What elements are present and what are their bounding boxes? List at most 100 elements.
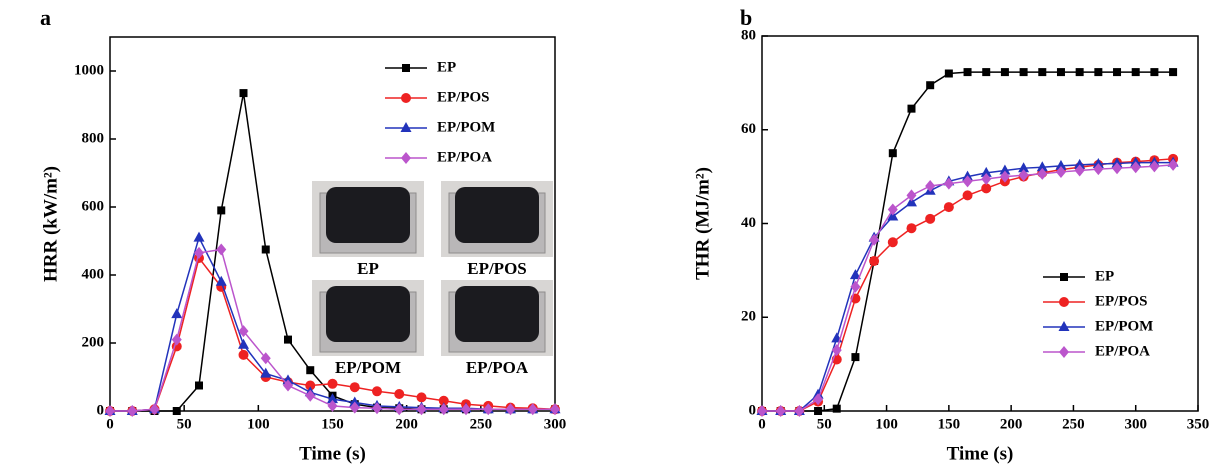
marker bbox=[963, 68, 972, 77]
marker bbox=[999, 164, 1011, 175]
marker bbox=[438, 403, 449, 416]
marker bbox=[372, 386, 382, 397]
x-axis-title: Time (s) bbox=[299, 443, 366, 464]
marker bbox=[1150, 68, 1159, 77]
marker bbox=[327, 399, 338, 412]
inset-label: EP/POS bbox=[467, 259, 527, 278]
marker bbox=[217, 206, 226, 215]
marker bbox=[261, 245, 270, 254]
marker bbox=[980, 166, 992, 177]
marker bbox=[944, 69, 953, 78]
marker bbox=[349, 382, 360, 393]
legend-label: EP bbox=[437, 59, 456, 75]
marker bbox=[305, 380, 316, 391]
x-tick-label: 50 bbox=[177, 416, 192, 432]
marker bbox=[1094, 68, 1103, 77]
marker bbox=[193, 231, 205, 242]
legend-label: EP/POS bbox=[1095, 293, 1148, 309]
marker bbox=[349, 401, 360, 414]
marker bbox=[906, 189, 917, 202]
marker bbox=[1149, 160, 1160, 173]
marker bbox=[1059, 297, 1069, 307]
x-tick-label: 200 bbox=[1000, 416, 1023, 432]
panel-label: b bbox=[740, 5, 752, 30]
marker bbox=[851, 353, 860, 362]
inset-label: EP/POM bbox=[335, 358, 401, 377]
marker bbox=[1169, 68, 1178, 77]
marker bbox=[1036, 161, 1048, 172]
y-tick-label: 200 bbox=[82, 334, 105, 350]
marker bbox=[1056, 68, 1065, 77]
marker bbox=[394, 403, 405, 416]
y-tick-label: 20 bbox=[741, 309, 756, 325]
marker bbox=[849, 269, 861, 280]
marker bbox=[1018, 162, 1030, 173]
marker bbox=[981, 183, 992, 194]
legend-label: EP bbox=[1095, 268, 1114, 284]
marker bbox=[1131, 68, 1140, 77]
marker bbox=[906, 223, 917, 234]
y-tick-label: 80 bbox=[741, 27, 756, 43]
marker bbox=[831, 344, 842, 357]
marker bbox=[550, 403, 560, 416]
sample-char bbox=[455, 187, 539, 243]
marker bbox=[1168, 158, 1179, 171]
y-tick-label: 400 bbox=[82, 266, 105, 282]
series-line bbox=[762, 71, 1174, 412]
marker bbox=[813, 393, 824, 406]
marker bbox=[1055, 159, 1067, 170]
marker bbox=[925, 180, 936, 192]
marker bbox=[775, 405, 786, 417]
series-line bbox=[762, 164, 1174, 412]
marker bbox=[925, 213, 936, 224]
x-tick-label: 150 bbox=[321, 416, 344, 432]
marker bbox=[127, 405, 138, 417]
x-tick-label: 300 bbox=[1124, 416, 1147, 432]
x-tick-label: 0 bbox=[758, 416, 766, 432]
marker bbox=[926, 81, 935, 90]
marker bbox=[327, 378, 338, 389]
y-tick-label: 40 bbox=[741, 215, 756, 231]
marker bbox=[1113, 68, 1122, 77]
marker bbox=[905, 196, 917, 207]
marker bbox=[1000, 68, 1009, 77]
marker bbox=[943, 177, 954, 190]
marker bbox=[982, 68, 991, 77]
inset-label: EP bbox=[357, 259, 379, 278]
marker bbox=[238, 349, 249, 360]
marker bbox=[1018, 169, 1029, 182]
marker bbox=[171, 308, 183, 319]
x-tick-label: 50 bbox=[817, 416, 832, 432]
marker bbox=[907, 104, 916, 113]
marker bbox=[1074, 158, 1086, 169]
marker bbox=[260, 352, 271, 365]
marker bbox=[757, 405, 767, 417]
marker bbox=[394, 389, 405, 399]
marker bbox=[483, 403, 494, 416]
x-tick-label: 0 bbox=[106, 416, 114, 432]
y-tick-label: 600 bbox=[82, 198, 105, 214]
marker bbox=[814, 407, 823, 415]
marker bbox=[1058, 321, 1070, 331]
marker bbox=[1130, 161, 1141, 174]
marker bbox=[105, 405, 115, 417]
marker bbox=[1037, 167, 1048, 180]
marker bbox=[172, 407, 181, 415]
x-tick-label: 350 bbox=[1187, 416, 1210, 432]
marker bbox=[1019, 68, 1028, 77]
legend-label: EP/POM bbox=[1095, 318, 1153, 334]
x-tick-label: 100 bbox=[875, 416, 898, 432]
marker bbox=[887, 237, 898, 248]
marker bbox=[869, 233, 880, 246]
marker bbox=[1112, 162, 1123, 175]
marker bbox=[794, 405, 805, 417]
inset-label: EP/POA bbox=[466, 358, 529, 377]
marker bbox=[284, 335, 292, 344]
marker bbox=[416, 403, 427, 416]
marker bbox=[195, 381, 203, 390]
x-tick-label: 300 bbox=[544, 416, 567, 432]
marker bbox=[999, 170, 1010, 183]
marker bbox=[981, 172, 992, 185]
legend-label: EP/POA bbox=[437, 149, 492, 165]
legend-label: EP/POA bbox=[1095, 343, 1150, 359]
